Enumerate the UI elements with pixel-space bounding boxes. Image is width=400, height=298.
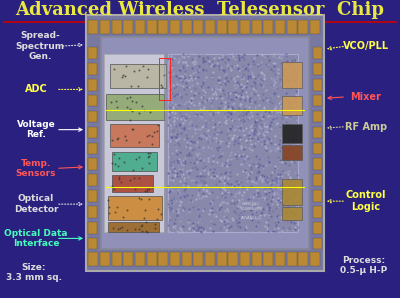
Bar [313,63,322,74]
Bar [135,252,145,266]
Text: WIRELESS
TELESENSOR

ADVANCED: WIRELESS TELESENSOR ADVANCED [239,202,262,220]
Bar [282,62,302,88]
Bar [135,20,145,34]
Bar [170,20,180,34]
Text: ADC: ADC [25,84,47,94]
Bar [100,252,110,266]
Bar [217,252,227,266]
Bar [88,222,97,234]
Bar [240,252,250,266]
Bar [158,20,168,34]
Bar [88,95,97,106]
Bar [217,20,227,34]
Bar [282,124,302,143]
Bar [282,179,302,205]
Bar [168,54,298,232]
Bar [287,20,297,34]
Bar [100,20,110,34]
Bar [240,20,250,34]
Text: RF Amp: RF Amp [345,122,387,132]
Bar [263,20,273,34]
Bar [88,79,97,91]
Bar [170,252,180,266]
Bar [313,95,322,106]
Bar [313,174,322,186]
Bar [88,111,97,122]
Bar [88,190,97,202]
Bar [88,63,97,74]
Bar [108,196,162,220]
Bar [252,252,262,266]
Bar [110,124,160,147]
Bar [123,20,133,34]
Bar [205,252,215,266]
Bar [88,252,98,266]
Text: Control
Logic: Control Logic [346,190,386,212]
Bar [108,222,160,232]
Bar [310,20,320,34]
Text: Process:
0.5-μ H-P: Process: 0.5-μ H-P [340,255,388,275]
Bar [282,207,302,220]
Bar [112,252,122,266]
Bar [228,252,238,266]
Bar [88,174,97,186]
Bar [88,142,97,154]
Text: Optical
Detector: Optical Detector [14,194,58,214]
Bar [313,79,322,91]
Bar [110,64,166,88]
Bar [282,96,302,115]
Bar [147,20,157,34]
Bar [158,252,168,266]
Bar [88,159,97,170]
Bar [193,20,203,34]
Bar [298,252,308,266]
Text: Voltage
Ref.: Voltage Ref. [17,120,55,139]
Bar [310,252,320,266]
Bar [313,111,322,122]
Bar [88,238,97,249]
Bar [298,20,308,34]
Bar [313,222,322,234]
Bar [88,206,97,218]
Bar [313,206,322,218]
Bar [313,238,322,249]
Bar [205,20,215,34]
Text: VCO/PLL: VCO/PLL [343,41,389,51]
Bar [112,175,153,192]
Bar [313,142,322,154]
Text: Spread-
Spectrum
Gen.: Spread- Spectrum Gen. [16,31,64,61]
Bar [104,54,164,232]
Text: Mixer: Mixer [350,92,382,102]
Bar [193,252,203,266]
Bar [88,20,98,34]
Text: Temp.
Sensors: Temp. Sensors [16,159,56,178]
Bar [106,94,164,119]
Bar [275,20,285,34]
Bar [182,20,192,34]
Bar [88,47,97,59]
Bar [275,252,285,266]
Text: Advanced Wireless  Telesensor  Chip: Advanced Wireless Telesensor Chip [16,1,384,19]
Bar [313,190,322,202]
Bar [112,20,122,34]
Text: Size:
3.3 mm sq.: Size: 3.3 mm sq. [6,263,62,283]
Bar [102,37,308,249]
Bar [252,20,262,34]
Bar [287,252,297,266]
Bar [88,127,97,138]
Bar [123,252,133,266]
Bar [313,159,322,170]
Bar [86,15,324,271]
Bar [313,47,322,59]
Text: Optical Data
Interface: Optical Data Interface [4,229,68,248]
Bar [228,20,238,34]
Bar [147,252,157,266]
Bar [313,127,322,138]
Bar [282,145,302,160]
Bar [263,252,273,266]
Bar [112,152,157,171]
Bar [182,252,192,266]
